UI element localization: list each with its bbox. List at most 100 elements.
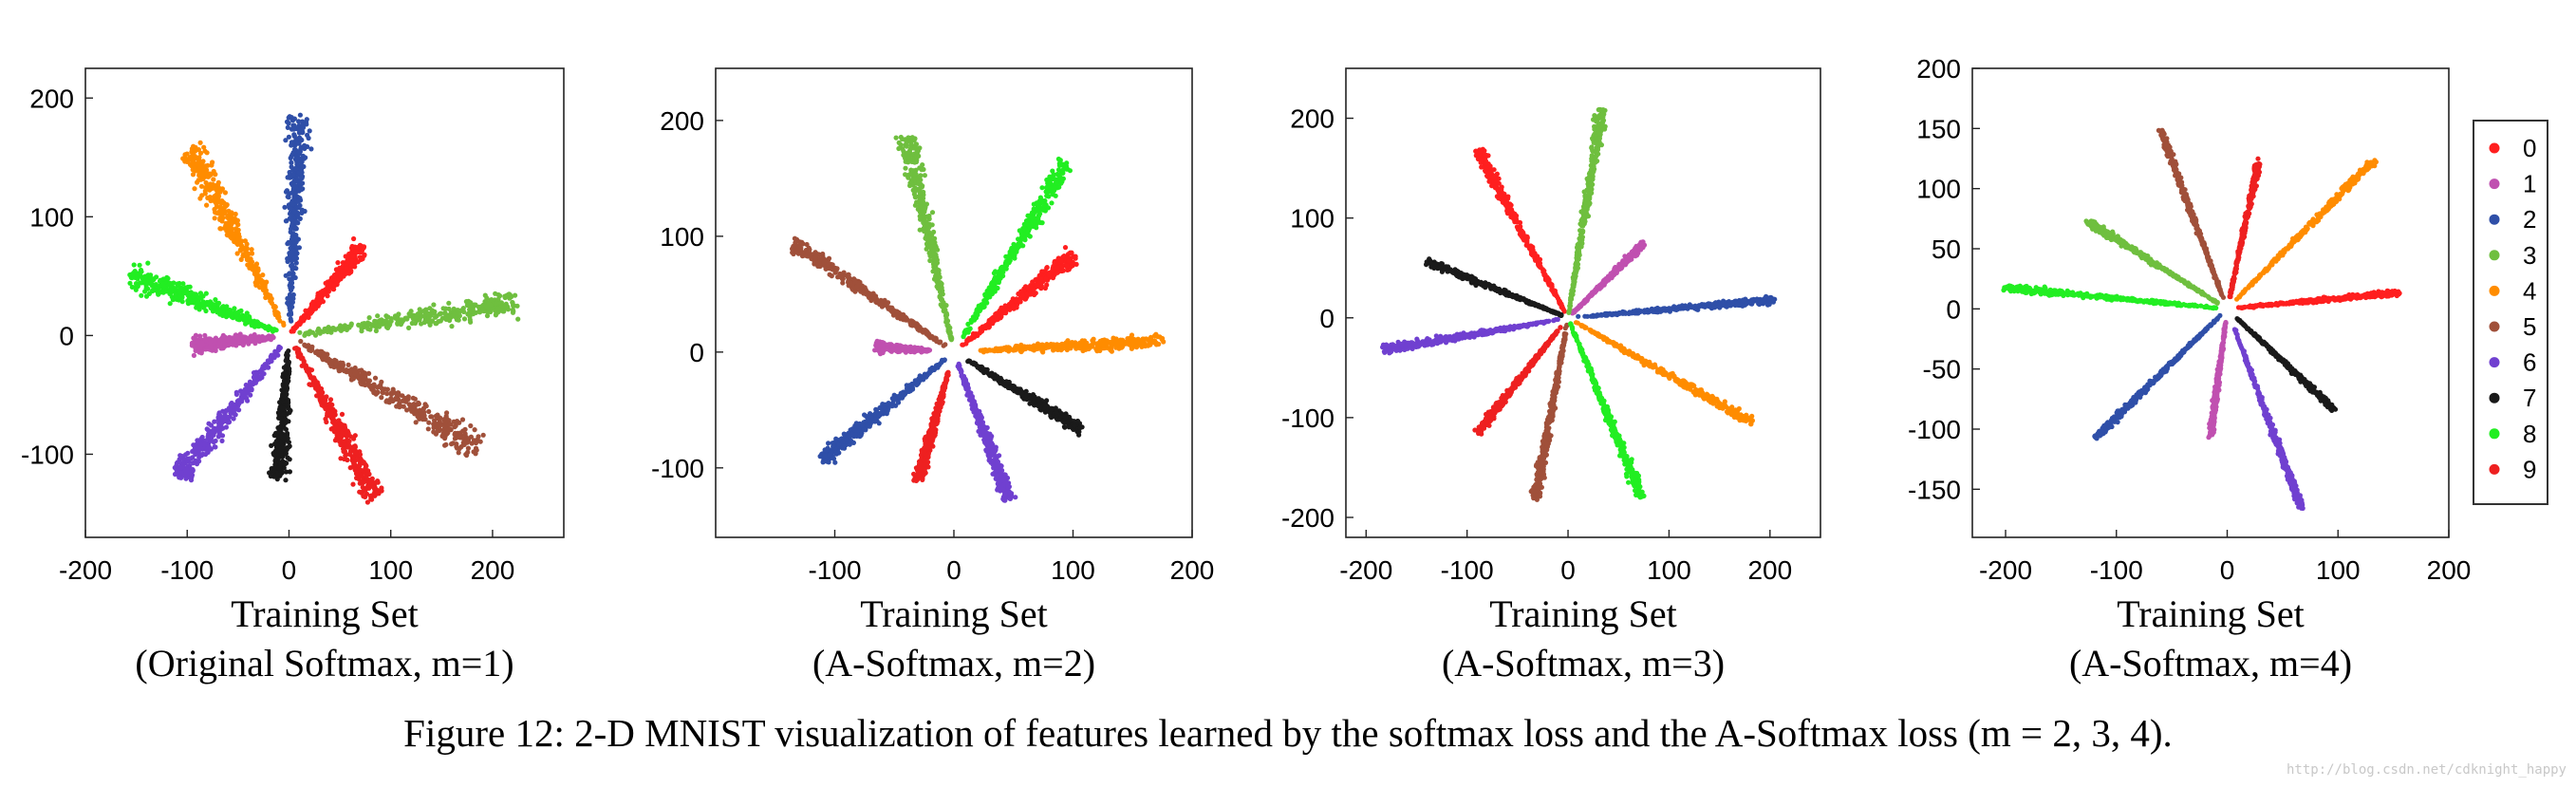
point [317, 330, 323, 336]
point [317, 293, 323, 299]
point [308, 146, 314, 152]
point [199, 176, 205, 181]
point [251, 266, 256, 272]
point [241, 246, 248, 252]
point [366, 370, 372, 376]
point [908, 167, 914, 173]
point [139, 269, 144, 274]
point [385, 325, 391, 330]
point [353, 471, 360, 477]
point [131, 262, 137, 268]
point [263, 336, 269, 342]
point [247, 315, 252, 321]
point [379, 485, 384, 491]
point [247, 265, 252, 271]
point [1043, 275, 1049, 282]
point [263, 326, 269, 331]
point [929, 239, 935, 245]
point [465, 311, 471, 317]
point [307, 330, 312, 336]
point [929, 222, 935, 228]
point [200, 159, 206, 164]
point [215, 417, 221, 422]
point [178, 475, 184, 480]
point [337, 439, 343, 444]
point [376, 384, 382, 389]
point [468, 422, 474, 429]
point [196, 459, 202, 464]
point [836, 441, 842, 447]
point [425, 426, 431, 432]
point [297, 112, 303, 118]
point [297, 127, 303, 133]
point [320, 299, 326, 305]
point [926, 369, 933, 375]
point [411, 402, 417, 407]
point [212, 444, 217, 450]
point [339, 411, 345, 417]
point [216, 300, 222, 306]
point [841, 443, 847, 449]
x-tick-label: -100 [160, 555, 214, 585]
point [908, 141, 914, 146]
point [262, 284, 268, 290]
y-tick-label: 100 [29, 202, 74, 232]
point [375, 478, 381, 484]
point [452, 424, 457, 430]
point [272, 473, 278, 478]
point [405, 394, 411, 400]
point [276, 429, 282, 435]
point [1017, 298, 1022, 304]
point [185, 284, 191, 290]
point [401, 403, 406, 409]
point [272, 464, 278, 471]
point [271, 305, 277, 310]
point [881, 346, 887, 351]
point [291, 196, 297, 201]
point [298, 167, 305, 173]
point [326, 356, 331, 362]
point [266, 325, 272, 330]
point [920, 210, 925, 216]
point [960, 342, 965, 347]
point [299, 363, 305, 368]
point [366, 378, 372, 384]
point [1071, 260, 1076, 266]
point [859, 430, 865, 436]
point [442, 310, 448, 317]
point [917, 186, 923, 192]
point [204, 167, 210, 173]
point [232, 411, 237, 417]
point [328, 362, 334, 367]
point [432, 422, 438, 427]
point [239, 334, 245, 340]
point [832, 460, 838, 465]
point [357, 467, 363, 473]
point [197, 291, 203, 296]
point [177, 453, 183, 459]
point [822, 453, 828, 459]
point [927, 257, 933, 264]
point [238, 389, 245, 395]
point [190, 460, 196, 466]
point [183, 452, 189, 458]
point [178, 470, 184, 476]
point [366, 479, 372, 485]
point [415, 414, 420, 420]
point [205, 345, 211, 350]
point [234, 316, 240, 322]
point [406, 325, 412, 330]
point [245, 254, 251, 260]
point [193, 332, 198, 338]
point [182, 152, 188, 158]
point [200, 300, 206, 306]
point [320, 290, 326, 295]
point [933, 275, 939, 282]
point [347, 465, 353, 471]
point [283, 451, 289, 457]
point [199, 434, 205, 441]
point [907, 146, 914, 152]
point [471, 449, 476, 455]
point [941, 300, 946, 306]
point [1046, 272, 1052, 278]
